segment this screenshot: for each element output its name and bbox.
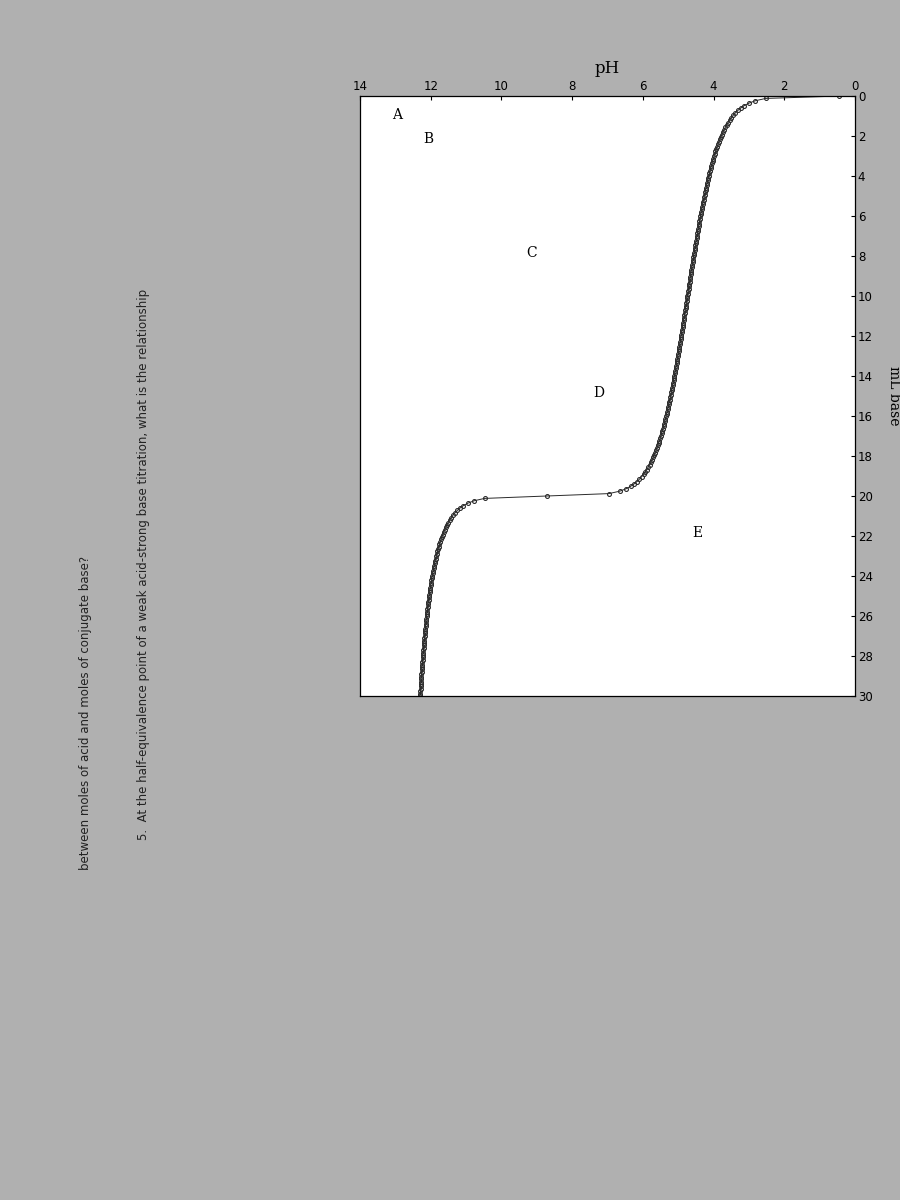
- Text: E: E: [692, 526, 703, 540]
- X-axis label: pH: pH: [595, 60, 620, 77]
- Text: C: C: [526, 246, 536, 260]
- Text: B: B: [424, 132, 434, 146]
- Text: 5.  At the half-equivalence point of a weak acid-strong base titration, what is : 5. At the half-equivalence point of a we…: [138, 289, 150, 840]
- Text: D: D: [593, 386, 605, 400]
- Text: between moles of acid and moles of conjugate base?: between moles of acid and moles of conju…: [79, 556, 92, 870]
- Text: A: A: [392, 108, 401, 122]
- Y-axis label: mL base: mL base: [886, 366, 900, 426]
